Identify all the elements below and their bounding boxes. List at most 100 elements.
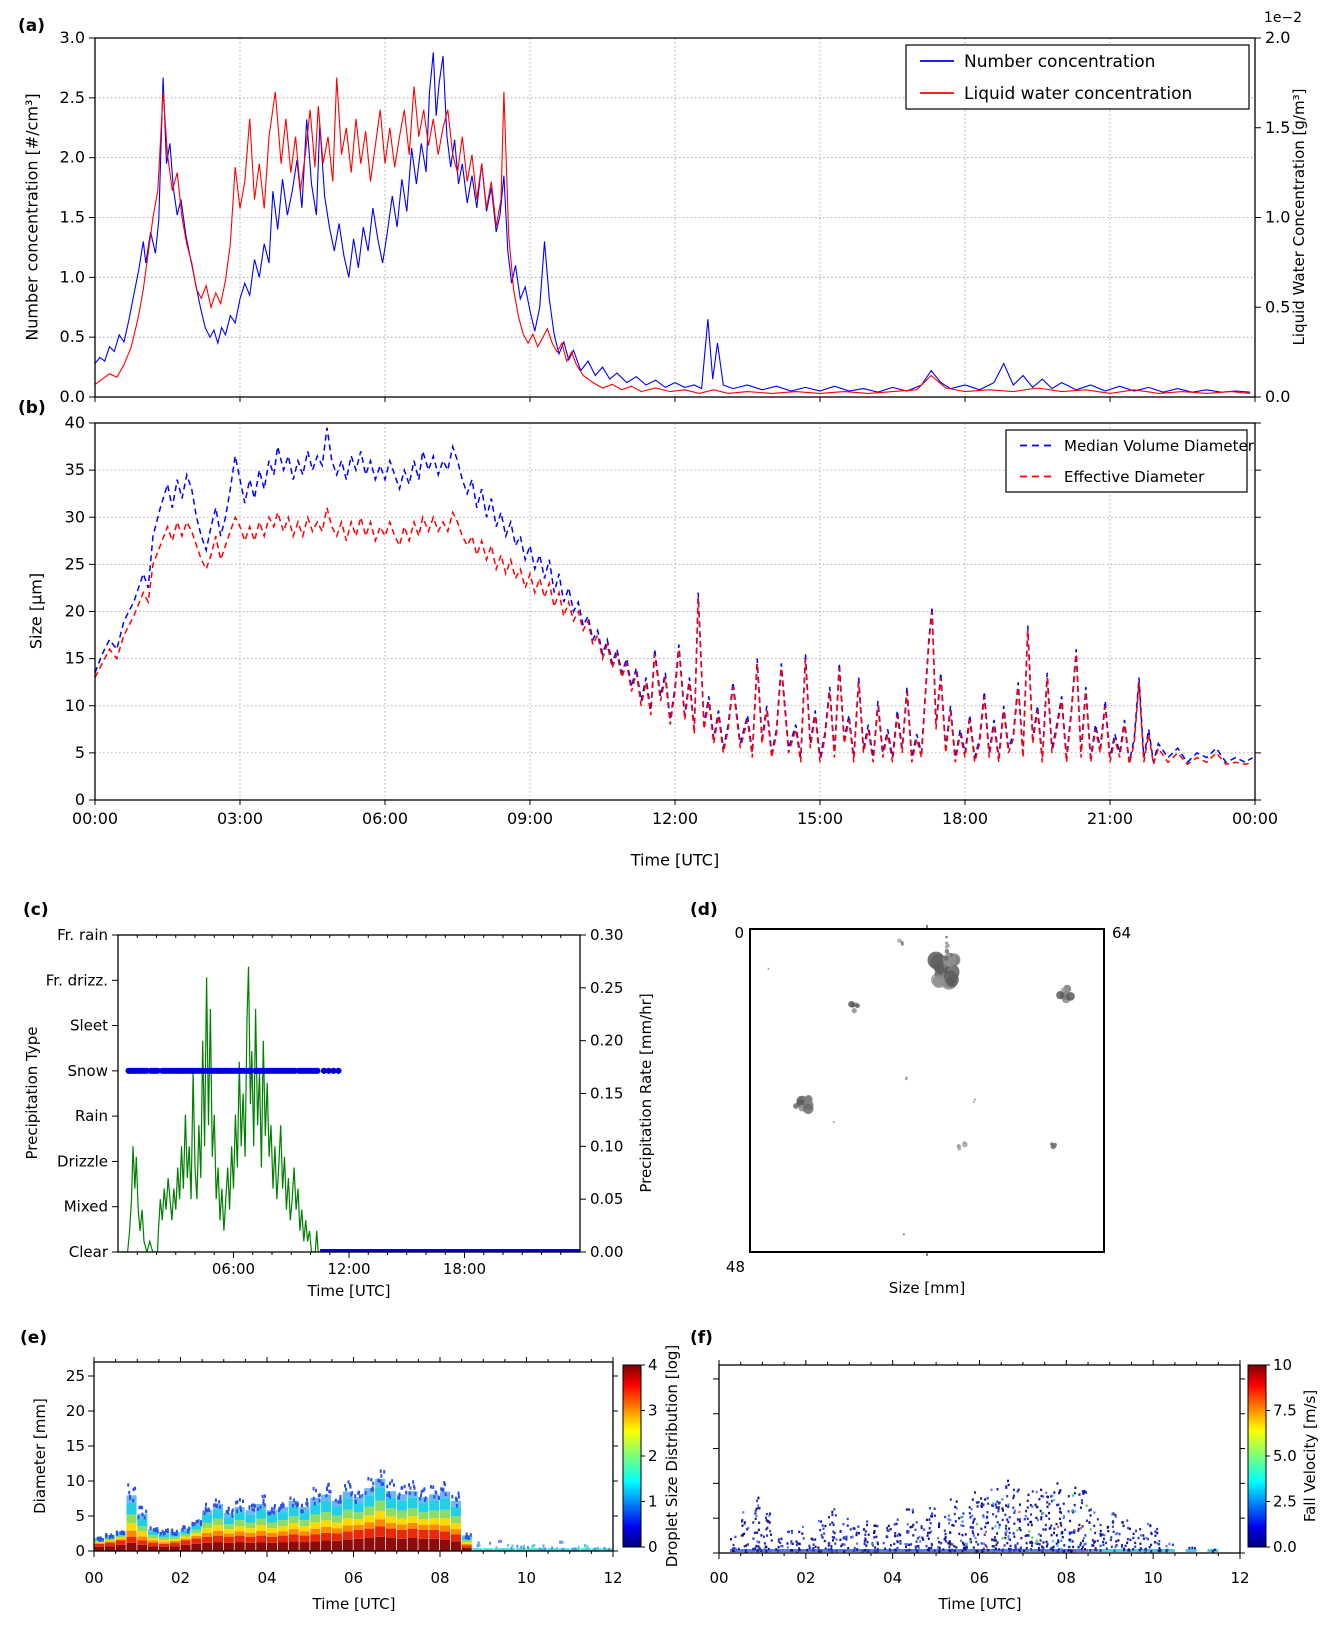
heatmap-speckle [995,1543,998,1546]
heatmap-speckle [1007,1503,1010,1506]
heatmap-cell [461,1545,472,1548]
heatmap-baseline-band [1055,1549,1067,1552]
heatmap-speckle [263,1494,266,1498]
heatmap-speckle [1001,1498,1004,1501]
heatmap-speckle [996,1521,999,1524]
series-precipitation-rate [118,966,580,1252]
heatmap-speckle [262,1498,265,1503]
y-tick-label: 10 [66,1472,85,1490]
heatmap-speckle [753,1531,756,1535]
heatmap-cell [169,1546,180,1551]
heatmap-speckle [227,1506,230,1511]
heatmap-speckle [1001,1518,1004,1522]
heatmap-cell [440,1518,451,1526]
heatmap-speckle [765,1528,768,1531]
heatmap-cell [591,1548,602,1551]
heatmap-speckle [422,1488,425,1493]
heatmap-speckle [134,1486,137,1491]
heatmap-speckle [1096,1518,1099,1521]
heatmap-cell [310,1541,321,1551]
heatmap-speckle [1069,1519,1072,1523]
heatmap-speckle [139,1505,142,1510]
heatmap-speckle [987,1548,990,1552]
heatmap-speckle [914,1528,917,1532]
heatmap-speckle [977,1543,980,1546]
heatmap-speckle [831,1549,834,1553]
heatmap-speckle [405,1490,408,1495]
heatmap-speckle [236,1500,239,1504]
heatmap-speckle [433,1495,436,1499]
heatmap-speckle [127,1483,130,1487]
heatmap-speckle [424,1496,427,1500]
heatmap-speckle [586,1548,589,1551]
heatmap-speckle [1139,1527,1142,1531]
heatmap-speckle [894,1534,897,1538]
heatmap-cell [234,1542,245,1551]
heatmap-cell [385,1491,397,1498]
heatmap-speckle [1153,1541,1156,1544]
heatmap-speckle [476,1544,479,1548]
particle-pixel [902,1233,905,1236]
heatmap-cell [310,1514,321,1523]
heatmap-speckle [129,1495,132,1499]
heatmap-speckle [1146,1522,1149,1526]
heatmap-speckle [1150,1532,1153,1536]
heatmap-speckle [743,1545,746,1548]
heatmap-speckle [1005,1486,1008,1489]
heatmap-cell [288,1534,299,1542]
heatmap-speckle [1073,1529,1076,1532]
heatmap-cell [94,1543,105,1544]
heatmap-speckle [1036,1539,1039,1542]
heatmap-speckle [1068,1538,1071,1542]
heatmap-speckle [986,1515,989,1519]
heatmap-baseline-band [1131,1549,1143,1552]
heatmap-cell [169,1539,180,1541]
heatmap-speckle [1126,1519,1129,1522]
heatmap-speckle [1085,1549,1088,1552]
heatmap-speckle [1031,1542,1034,1545]
heatmap-speckle [908,1543,911,1547]
heatmap-speckle [231,1514,234,1518]
heatmap-cell [331,1522,342,1529]
heatmap-speckle [884,1547,887,1550]
particle-pixel [793,1103,799,1109]
heatmap-speckle [1007,1537,1010,1541]
snow-particle-blob [848,1000,860,1014]
heatmap-speckle [796,1542,799,1545]
heatmap-speckle [451,1495,454,1499]
heatmap-baseline-band [1185,1549,1197,1552]
heatmap-speckle [270,1509,273,1514]
heatmap-speckle [1059,1511,1062,1514]
heatmap-speckle [755,1507,758,1511]
heatmap-speckle [1109,1538,1112,1542]
heatmap-cell [483,1548,494,1551]
heatmap-speckle [1001,1507,1004,1510]
heatmap-speckle [857,1532,860,1535]
heatmap-speckle [1077,1546,1080,1549]
heatmap-speckle [743,1521,746,1524]
heatmap-speckle [986,1511,989,1514]
heatmap-speckle [386,1493,389,1498]
heatmap-speckle [915,1540,918,1543]
heatmap-speckle [997,1507,1000,1510]
heatmap-speckle [354,1499,357,1504]
heatmap-speckle [204,1506,207,1511]
heatmap-cell [364,1515,375,1523]
heatmap-speckle [1030,1520,1033,1524]
heatmap-cell [396,1518,407,1525]
heatmap-speckle [214,1498,217,1502]
heatmap-cell [429,1530,440,1539]
heatmap-speckle [1074,1510,1077,1513]
heatmap-speckle [764,1516,767,1520]
heatmap-speckle [824,1524,827,1528]
x-tick-label: 04 [883,1569,902,1587]
y-tick-label: 25 [65,554,85,573]
heatmap-speckle [851,1535,854,1538]
heatmap-speckle [267,1511,270,1516]
heatmap-cell [385,1508,397,1517]
heatmap-speckle [348,1483,351,1487]
heatmap-speckle [183,1525,186,1529]
heatmap-speckle [1056,1503,1059,1507]
heatmap-cell [180,1534,191,1537]
heatmap-speckle [105,1534,108,1539]
